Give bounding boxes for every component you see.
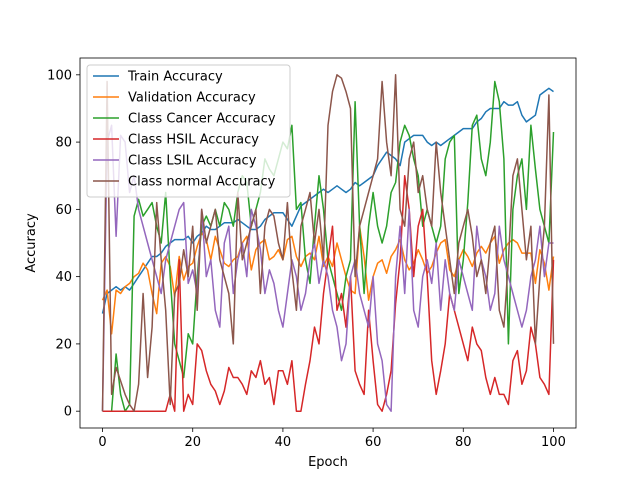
y-tick-label: 100 [47,68,72,83]
y-tick-label: 0 [64,405,72,420]
legend-entry-2: Class Cancer Accuracy [128,112,276,127]
series-line-0 [101,87,554,314]
y-axis-ticks: 0 20 40 60 80 100 [47,68,80,420]
legend-entry-3: Class HSIL Accuracy [128,133,259,148]
legend-entry-1: Validation Accuracy [128,91,256,106]
legend-entry-5: Class normal Accuracy [128,175,276,190]
y-tick-label: 20 [55,337,72,352]
legend-entry-4: Class LSIL Accuracy [128,154,257,169]
series-line-3 [102,174,555,412]
plot-lines [101,74,555,412]
x-axis-label: Epoch [308,455,348,470]
x-tick-label: 60 [365,435,382,450]
x-tick-label: 40 [275,435,292,450]
x-tick-label: 20 [184,435,201,450]
x-tick-label: 0 [98,435,106,450]
y-tick-label: 40 [55,270,72,285]
x-tick-label: 100 [541,435,566,450]
legend-box [86,64,291,198]
y-axis-label: Accuracy [24,213,39,273]
y-tick-label: 60 [55,203,72,218]
legend: Train Accuracy Validation Accuracy Class C… [86,64,291,198]
x-axis-ticks: 0 20 40 60 80 100 [98,428,566,450]
series-line-5 [101,74,555,412]
y-tick-label: 80 [55,136,72,151]
legend-entry-0: Train Accuracy [127,70,223,85]
series-line-4 [101,124,554,412]
x-tick-label: 80 [455,435,472,450]
axes-frame [79,57,577,429]
